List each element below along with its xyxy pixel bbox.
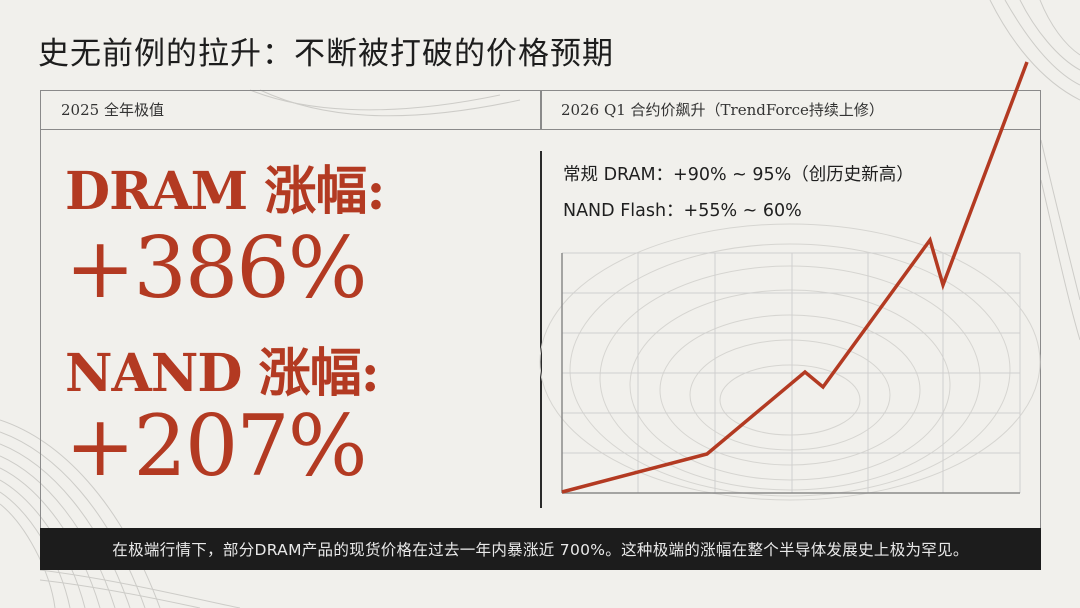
- footer-caption-text: 在极端行情下，部分DRAM产品的现货价格在过去一年内暴涨近 700%。这种极端的…: [112, 541, 969, 559]
- nand-increase-label: NAND 涨幅:: [65, 343, 380, 404]
- left-panel-header: 2025 全年极值: [61, 101, 164, 119]
- dram-increase-label: DRAM 涨幅:: [65, 161, 386, 222]
- panel-divider: [540, 151, 542, 508]
- panel-header-row: 2025 全年极值 2026 Q1 合约价飙升（TrendForce持续上修）: [41, 91, 1040, 130]
- header-divider: [540, 91, 542, 130]
- content-frame: 2025 全年极值 2026 Q1 合约价飙升（TrendForce持续上修） …: [40, 90, 1041, 528]
- dram-increase-value: +386%: [65, 219, 368, 317]
- page-title: 史无前例的拉升：不断被打破的价格预期: [38, 36, 614, 72]
- nand-increase-value: +207%: [65, 397, 368, 495]
- footer-caption: 在极端行情下，部分DRAM产品的现货价格在过去一年内暴涨近 700%。这种极端的…: [40, 528, 1041, 570]
- dram-contract-note: 常规 DRAM：+90% ~ 95%（创历史新高）: [563, 165, 914, 185]
- right-panel-header: 2026 Q1 合约价飙升（TrendForce持续上修）: [561, 101, 884, 119]
- nand-contract-note: NAND Flash：+55% ~ 60%: [563, 201, 802, 221]
